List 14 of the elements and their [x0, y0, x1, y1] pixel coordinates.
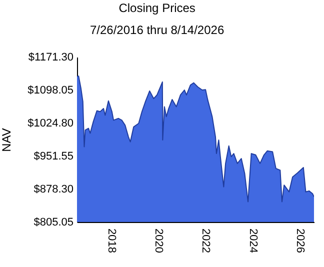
y-axis-title: NAV [0, 128, 14, 152]
x-tick-label: 2026 [294, 228, 306, 253]
y-tick-label: $805.05 [34, 216, 74, 228]
chart-subtitle: 7/26/2016 thru 8/14/2026 [90, 23, 224, 37]
chart-title: Closing Prices [118, 1, 196, 15]
x-tick-label: 2024 [246, 228, 259, 253]
x-tick-label: 2018 [105, 228, 118, 253]
y-tick-label: $1098.05 [28, 84, 74, 96]
y-tick-label: $1024.80 [28, 118, 74, 130]
y-tick-label: $951.55 [34, 150, 74, 162]
x-tick-label: 2020 [152, 228, 164, 253]
x-tick-label: 2022 [200, 228, 212, 253]
y-tick-label: $1171.30 [28, 52, 74, 64]
y-tick-label: $878.30 [34, 184, 74, 196]
